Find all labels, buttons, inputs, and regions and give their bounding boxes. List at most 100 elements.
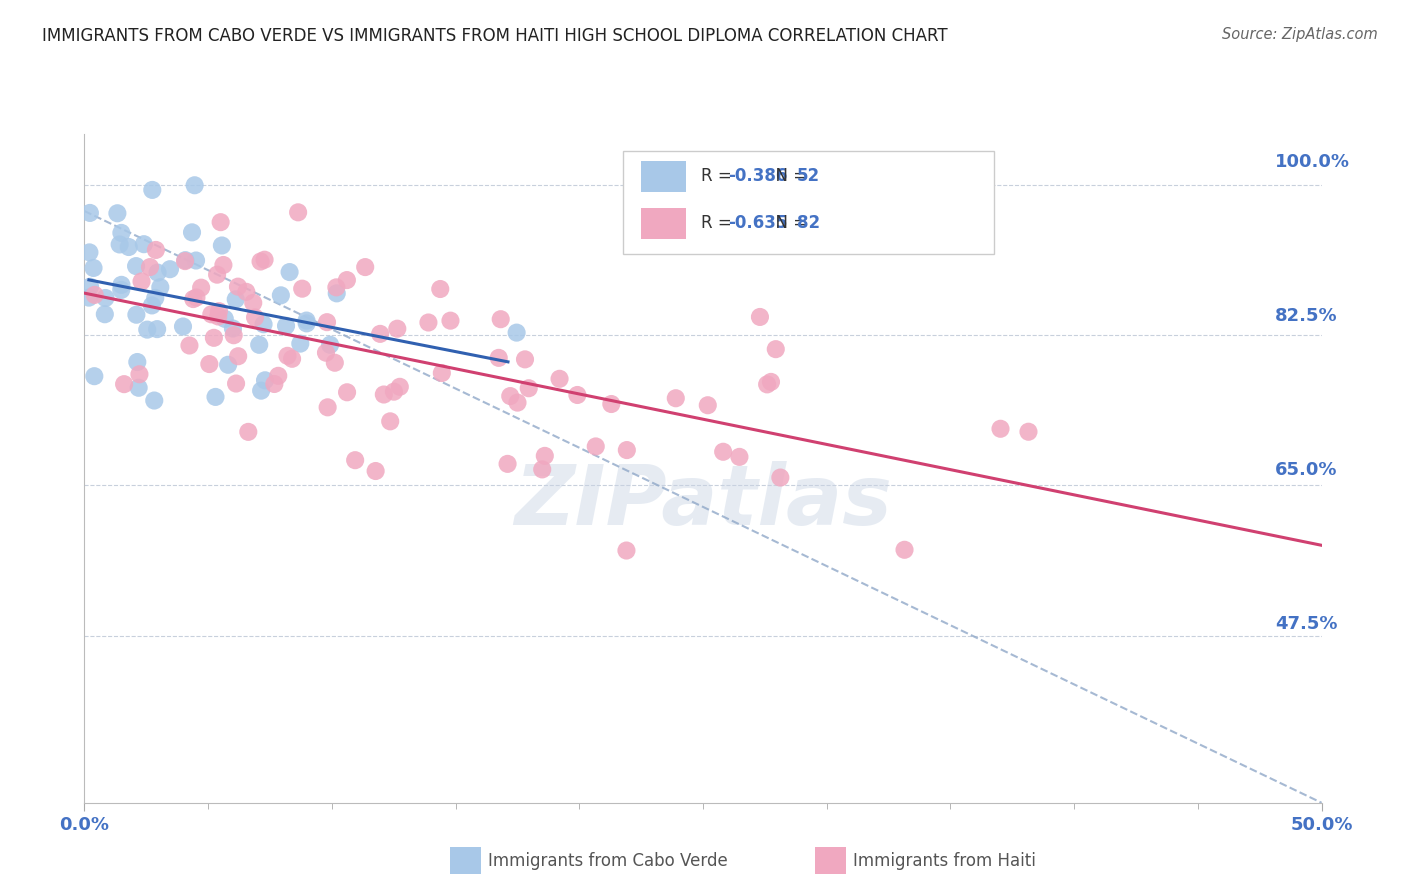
Point (530, 330, 553, 344)
Point (643, 528, 665, 542)
Point (260, 269, 283, 284)
Point (546, 376, 568, 390)
Point (262, 153, 284, 167)
Point (197, 202, 219, 216)
Point (360, 292, 382, 306)
Point (259, 201, 281, 215)
Point (766, 357, 789, 371)
Point (887, 527, 910, 541)
Point (381, 317, 404, 331)
Point (194, 181, 217, 195)
Point (342, 297, 364, 311)
Point (299, 257, 322, 271)
Point (319, 231, 342, 245)
Text: R =: R = (700, 168, 737, 186)
Point (335, 349, 357, 363)
Point (478, 260, 501, 274)
Point (197, 260, 219, 275)
Text: N =: N = (765, 168, 813, 186)
Point (257, 318, 280, 332)
Point (173, 237, 195, 252)
Text: Immigrants from Haiti: Immigrants from Haiti (853, 852, 1036, 870)
Text: -0.386: -0.386 (728, 168, 787, 186)
Text: Immigrants from Cabo Verde: Immigrants from Cabo Verde (488, 852, 728, 870)
Text: N =: N = (765, 214, 813, 232)
Point (387, 264, 409, 278)
Point (412, 236, 434, 251)
Point (291, 337, 314, 351)
Point (298, 356, 321, 370)
Point (263, 268, 285, 282)
Point (378, 293, 401, 308)
Point (299, 328, 322, 343)
Point (395, 250, 418, 264)
Point (778, 453, 800, 467)
Point (343, 328, 366, 343)
Point (173, 265, 195, 279)
Point (377, 325, 399, 339)
Point (769, 355, 792, 369)
Point (307, 262, 329, 277)
Point (219, 301, 242, 315)
Point (226, 374, 249, 388)
Point (200, 357, 222, 371)
Text: Source: ZipAtlas.com: Source: ZipAtlas.com (1222, 27, 1378, 42)
Point (360, 294, 382, 309)
Point (321, 364, 343, 378)
Point (253, 229, 276, 244)
Point (287, 235, 309, 249)
Point (215, 252, 238, 266)
Point (628, 377, 651, 392)
Point (229, 301, 252, 315)
Point (283, 287, 305, 301)
Point (347, 331, 370, 345)
Point (309, 406, 332, 420)
Point (277, 285, 299, 300)
Point (759, 288, 782, 302)
Point (283, 282, 305, 296)
Point (263, 230, 285, 244)
Point (204, 216, 226, 230)
Point (323, 353, 346, 368)
Point (440, 300, 463, 314)
Point (468, 293, 491, 308)
Point (337, 266, 360, 280)
Point (443, 359, 465, 374)
Point (298, 270, 321, 285)
Point (211, 285, 233, 300)
Point (727, 426, 749, 441)
Point (387, 258, 409, 272)
Point (553, 332, 575, 346)
Point (173, 349, 195, 363)
Point (267, 258, 290, 272)
Point (429, 368, 451, 382)
Point (280, 370, 302, 384)
Point (225, 158, 247, 172)
Point (169, 181, 191, 195)
Point (285, 215, 308, 229)
Point (356, 259, 378, 273)
Point (253, 231, 276, 245)
Point (240, 239, 263, 253)
Text: 82: 82 (797, 214, 820, 232)
Point (323, 229, 346, 244)
Point (170, 257, 193, 271)
Point (434, 395, 457, 409)
Point (274, 336, 297, 351)
Point (353, 180, 375, 194)
Point (486, 292, 509, 306)
Point (404, 435, 426, 450)
Point (252, 298, 274, 312)
Point (319, 317, 342, 331)
Point (479, 345, 502, 359)
Point (332, 357, 354, 371)
Point (169, 221, 191, 235)
Point (228, 219, 250, 234)
Point (297, 307, 319, 321)
Point (537, 439, 560, 453)
Point (437, 365, 460, 379)
Point (222, 236, 245, 251)
Point (425, 305, 447, 319)
Point (599, 368, 621, 383)
Point (217, 213, 239, 227)
